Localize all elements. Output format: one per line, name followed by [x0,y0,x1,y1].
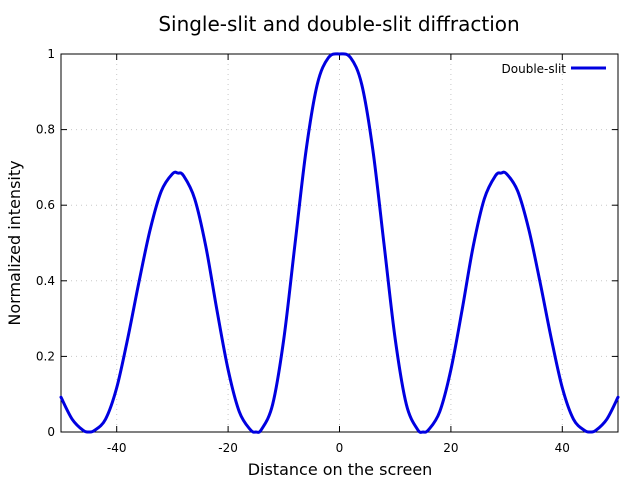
y-tick-label: 0 [47,425,55,439]
x-tick-label: 20 [443,441,458,455]
y-tick-label: 0.4 [36,274,55,288]
x-tick-label: 0 [336,441,344,455]
y-tick-label: 1 [47,47,55,61]
legend-label-double-slit: Double-slit [502,62,567,76]
legend: Double-slit [502,62,606,76]
y-tick-label: 0.2 [36,349,55,363]
tick-labels: -40 -20 0 20 40 0 0.2 0.4 0.6 0.8 1 [36,47,570,455]
x-tick-label: 40 [555,441,570,455]
series-lines [59,52,620,434]
y-tick-label: 0.6 [36,198,55,212]
x-axis-label: Distance on the screen [248,460,433,479]
series-line-double-slit [59,52,620,434]
x-tick-label: -20 [218,441,238,455]
y-tick-label: 0.8 [36,123,55,137]
chart-title: Single-slit and double-slit diffraction [158,12,519,36]
x-tick-label: -40 [107,441,127,455]
y-axis-label: Normalized intensity [5,160,24,325]
